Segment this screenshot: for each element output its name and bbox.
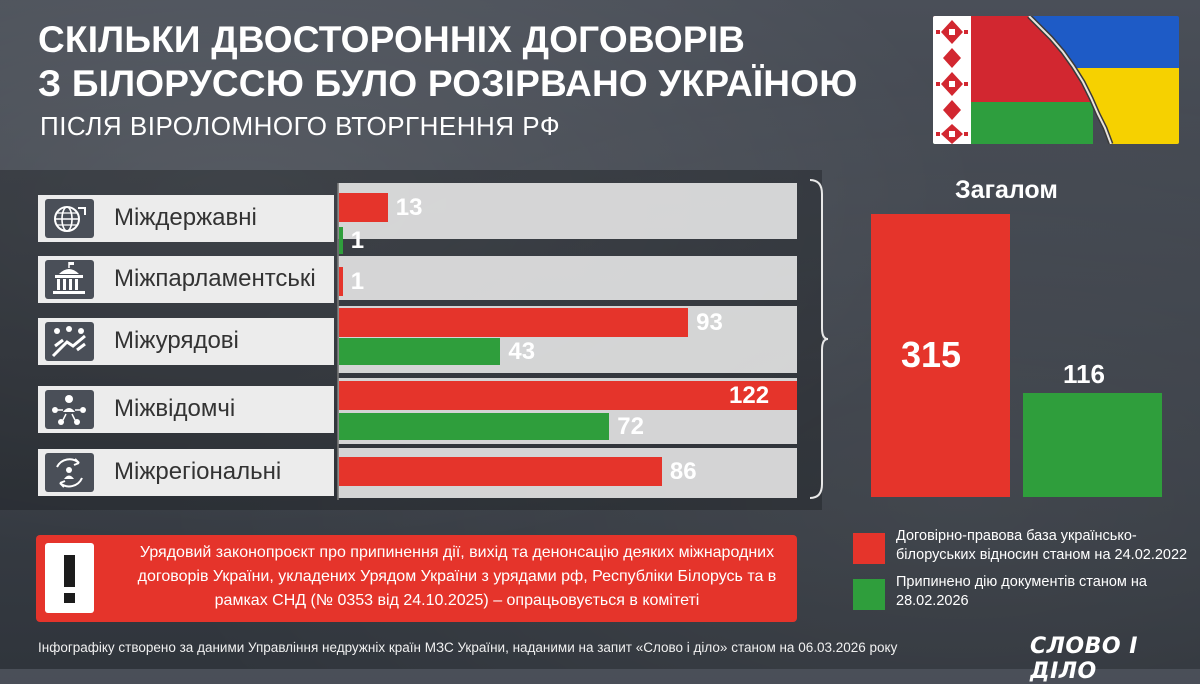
cycle-people-icon: [45, 453, 94, 492]
exclamation-icon: [45, 543, 94, 613]
category-row-interparliamentary: Міжпарламентські: [38, 256, 334, 303]
category-label: Міжпарламентські: [114, 265, 316, 292]
total-bar-terminated: [1023, 392, 1162, 497]
bar-base-intergovernmental: [339, 308, 689, 337]
bar-terminated-interdepartmental: [339, 413, 610, 440]
category-row-intergovernmental: Міжурядові: [38, 318, 334, 365]
total-bar-base: [871, 214, 1010, 497]
bar-base-interstate: [339, 193, 388, 222]
brand-logo: СЛОВО І ДІЛО: [1030, 634, 1138, 684]
value-label-base-interdepartmental: 122: [729, 381, 770, 409]
legend-item-terminated: Припинено дію документів станом на 28.02…: [853, 573, 1193, 613]
bar-base-interdepartmental: [339, 381, 797, 410]
value-label-terminated-interdepartmental: 72: [617, 412, 644, 440]
legend-label-terminated: Припинено дію документів станом на 28.02…: [896, 574, 1147, 609]
value-label-base-interregional: 86: [669, 457, 697, 485]
page-title: Скільки двосторонніх договорів з Білорус…: [38, 18, 898, 106]
page-subtitle: ПІСЛЯ ВІРОЛОМНОГО ВТОРГНЕННЯ РФ: [40, 111, 561, 141]
legend-label-base: Договірно-правова база українсько-білору…: [896, 528, 1188, 563]
bar-terminated-interstate: [339, 227, 343, 254]
category-label: Міжурядові: [114, 327, 239, 354]
category-label: Міжрегіональні: [114, 458, 282, 485]
row-bg-interparliamentary: [338, 256, 797, 300]
category-label: Міждержавні: [114, 204, 257, 231]
value-label-terminated-intergovernmental: 43: [508, 337, 536, 365]
category-row-interdepartmental: Міжвідомчі: [38, 386, 334, 433]
bracket-shape: [809, 179, 829, 499]
value-label-base-intergovernmental: 93: [696, 308, 723, 336]
legend-swatch-terminated: [853, 579, 885, 610]
value-label-terminated-interstate: 1: [350, 226, 365, 254]
network-icon: [45, 390, 94, 429]
handshake-icon: [45, 322, 94, 361]
category-row-interstate: Міждержавні: [38, 195, 334, 242]
category-row-interregional: Міжрегіональні: [38, 449, 334, 496]
notice-text: Урядовий законопроєкт про припинення дії…: [137, 544, 777, 609]
bar-terminated-intergovernmental: [339, 338, 501, 365]
legend-swatch-base: [853, 533, 885, 564]
title-line-2: з Білоруссю було розірвано Україною: [38, 63, 858, 104]
legend-item-base: Договірно-правова база українсько-білору…: [853, 527, 1193, 567]
totals-title: Загалом: [955, 176, 1058, 204]
total-value-terminated: 116: [1063, 358, 1105, 389]
chart-axis: [337, 183, 339, 500]
notice-banner: Урядовий законопроєкт про припинення дії…: [36, 535, 797, 622]
value-label-base-interparliamentary: 1: [350, 267, 365, 295]
globe-icon: [45, 199, 94, 238]
value-label-base-interstate: 13: [395, 193, 423, 221]
row-bg-interstate: [338, 183, 797, 239]
flags-image: [933, 16, 1179, 144]
bar-base-interparliamentary: [339, 267, 343, 296]
category-label: Міжвідомчі: [114, 395, 236, 422]
bar-base-interregional: [339, 457, 662, 486]
total-value-base: 315: [901, 333, 962, 375]
parliament-icon: [45, 260, 94, 299]
source-note: Інфографіку створено за даними Управлінн…: [38, 640, 898, 655]
title-line-1: Скільки двосторонніх договорів: [38, 19, 746, 60]
